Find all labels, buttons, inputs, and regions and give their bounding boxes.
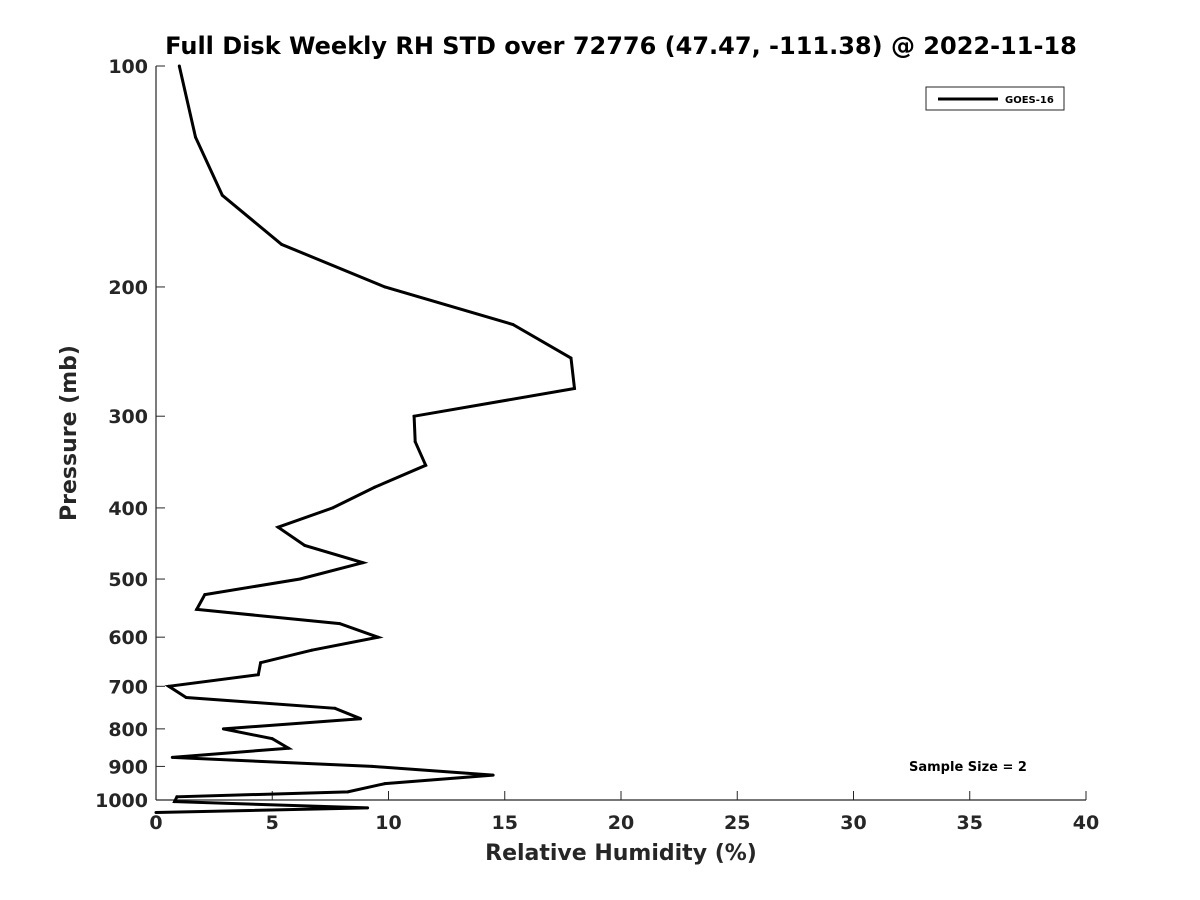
data-point xyxy=(276,525,280,529)
y-tick-label: 700 xyxy=(108,676,148,698)
legend: GOES-16 xyxy=(925,86,1065,111)
data-point xyxy=(220,193,224,197)
data-point xyxy=(177,64,181,68)
data-point xyxy=(338,622,342,626)
data-point xyxy=(376,635,380,639)
data-point xyxy=(366,806,370,810)
data-point xyxy=(256,673,260,677)
y-tick-label: 1000 xyxy=(95,790,148,812)
data-point xyxy=(373,485,377,489)
data-point xyxy=(361,561,365,565)
data-point xyxy=(370,764,374,768)
x-tick-label: 10 xyxy=(375,812,401,834)
data-point xyxy=(383,782,387,786)
data-point xyxy=(359,717,363,721)
y-tick-label: 300 xyxy=(108,406,148,428)
data-point xyxy=(511,323,515,326)
x-tick-label: 15 xyxy=(492,812,518,834)
y-tick-label: 600 xyxy=(108,627,148,649)
sample-size-annotation: Sample Size = 2 xyxy=(909,760,1027,775)
y-tick-label: 500 xyxy=(108,569,148,591)
x-tick-label: 25 xyxy=(724,812,750,834)
x-tick-label: 5 xyxy=(266,812,279,834)
legend-label-goes-16: GOES-16 xyxy=(1005,95,1054,106)
data-point xyxy=(333,706,337,710)
data-point xyxy=(184,696,188,699)
data-point xyxy=(194,135,197,139)
data-point xyxy=(298,577,302,581)
data-point xyxy=(173,800,177,804)
data-point xyxy=(413,440,417,444)
data-point xyxy=(175,795,179,799)
chart-title: Full Disk Weekly RH STD over 72776 (47.4… xyxy=(165,32,1077,60)
data-point xyxy=(346,790,350,794)
data-point xyxy=(203,593,207,597)
data-point xyxy=(270,737,274,741)
x-ticks: 0 5 10 15 20 25 30 35 40 xyxy=(149,791,1099,834)
x-tick-label: 40 xyxy=(1073,812,1099,834)
data-point xyxy=(170,755,174,759)
series-points xyxy=(154,64,576,814)
data-point xyxy=(569,356,573,360)
y-tick-label: 900 xyxy=(108,756,148,778)
data-point xyxy=(280,242,284,246)
x-tick-label: 0 xyxy=(149,812,162,834)
data-point xyxy=(195,607,199,611)
series-line-goes-16 xyxy=(155,65,577,814)
x-tick-label: 30 xyxy=(840,812,866,834)
data-point xyxy=(491,773,495,777)
y-tick-label: 200 xyxy=(108,277,148,299)
y-tick-label: 400 xyxy=(108,498,148,520)
x-tick-label: 20 xyxy=(608,812,634,834)
data-point xyxy=(573,387,576,390)
y-ticks: 100 200 300 400 500 600 700 800 900 1000 xyxy=(95,56,165,812)
data-point xyxy=(331,506,335,510)
data-point xyxy=(221,727,225,731)
y-axis-label: Pressure (mb) xyxy=(57,345,82,521)
data-point xyxy=(259,661,263,665)
data-point xyxy=(424,463,428,467)
data-point xyxy=(310,648,314,652)
y-tick-label: 100 xyxy=(108,56,148,78)
x-tick-label: 35 xyxy=(957,812,983,834)
data-point xyxy=(167,684,171,688)
x-axis-label: Relative Humidity (%) xyxy=(485,841,757,866)
data-point xyxy=(287,746,290,750)
data-point xyxy=(383,285,387,289)
data-point xyxy=(303,544,307,547)
data-point xyxy=(412,414,416,418)
y-tick-label: 800 xyxy=(108,719,148,741)
plot-area: 0 5 10 15 20 25 30 35 40 100 200 300 400 500 600 700 80… xyxy=(95,56,1099,834)
data-point xyxy=(154,811,158,814)
